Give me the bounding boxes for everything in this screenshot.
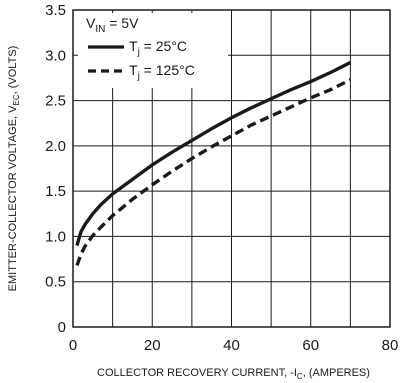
legend-box	[78, 13, 228, 88]
x-axis-ticks: 0 20 40 60 80	[69, 337, 399, 354]
series-line-25c	[75, 61, 352, 246]
legend-entry-125c: Tj = 125°C	[129, 62, 195, 82]
y-tick-label: 1.5	[45, 183, 66, 200]
y-tick-label: 3.5	[45, 2, 66, 19]
y-axis-title: EMITTER-COLLECTOR VOLTAGE, VEC, (VOLTS)	[7, 46, 21, 292]
y-tick-label: 2.5	[45, 93, 66, 110]
legend-entry-25c: Tj = 25°C	[129, 38, 187, 58]
x-tick-label: 40	[223, 337, 240, 354]
series-line-125c	[75, 78, 352, 266]
legend-condition: VIN = 5V	[86, 15, 139, 35]
y-tick-label: 0.5	[45, 274, 66, 291]
series-layer	[75, 61, 352, 266]
y-tick-label: 1.0	[45, 228, 66, 245]
x-tick-label: 80	[382, 337, 399, 354]
y-tick-label: 0	[58, 319, 66, 336]
y-axis-ticks: 0 0.5 1.0 1.5 2.0 2.5 3.0 3.5	[45, 2, 66, 336]
x-axis-title: COLLECTOR RECOVERY CURRENT, -IC, (AMPERE…	[97, 367, 370, 381]
x-tick-label: 20	[144, 337, 161, 354]
x-tick-label: 0	[69, 337, 77, 354]
plot-frame	[72, 9, 391, 328]
y-tick-label: 3.0	[45, 47, 66, 64]
y-tick-label: 2.0	[45, 138, 66, 155]
x-tick-label: 60	[302, 337, 319, 354]
